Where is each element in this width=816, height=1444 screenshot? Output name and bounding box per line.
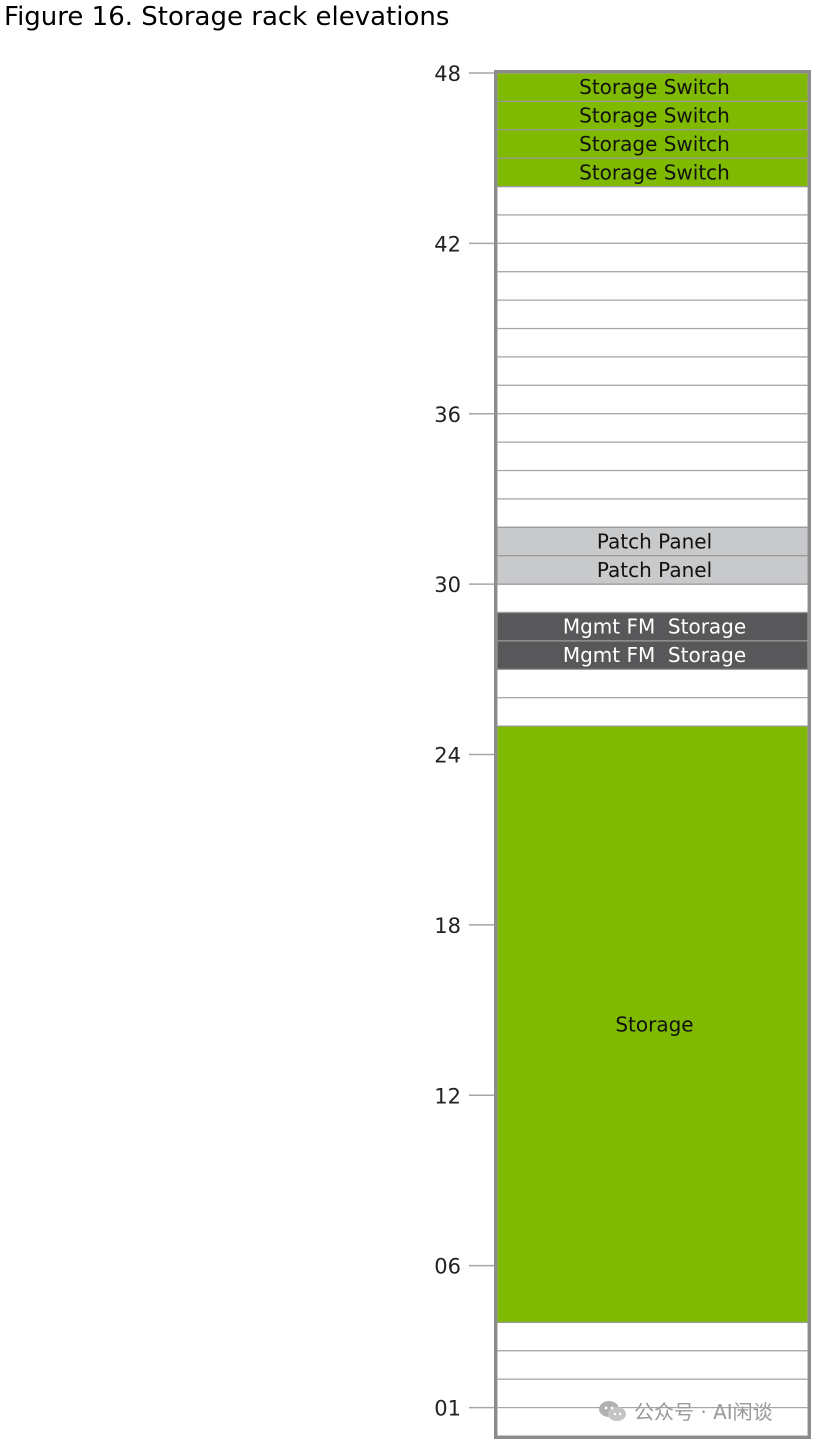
rack-device: Mgmt FM Storage xyxy=(496,640,809,670)
rack-device: Patch Panel xyxy=(496,555,809,585)
rack-device-block xyxy=(496,640,809,670)
rack-device-block xyxy=(496,129,809,159)
rack-devices: Storage Switch Storage Switch Storage Swit… xyxy=(496,72,809,1324)
rack-device-label: Storage Switch xyxy=(579,75,730,99)
rack-device-block xyxy=(496,725,809,1324)
rack-unit-slot xyxy=(496,583,809,614)
rack-unit-slot xyxy=(496,498,809,528)
rack-unit-slot xyxy=(496,1350,809,1380)
rack-device-label: Storage Switch xyxy=(579,160,730,184)
rack-device-label: Storage Switch xyxy=(579,104,730,128)
rack-unit-slot xyxy=(496,384,809,415)
rack-unit-slot xyxy=(496,441,809,472)
rack-unit-slot xyxy=(496,185,809,216)
rack-device-label: Storage xyxy=(615,1012,693,1036)
rack-unit-slot xyxy=(496,469,809,500)
rack-unit-slot xyxy=(496,1407,809,1437)
unit-axis: 48 42 36 30 24 18 12 06 01 xyxy=(434,62,497,1421)
unit-tick-label: 12 xyxy=(434,1084,461,1108)
rack-unit-slot xyxy=(496,214,809,244)
rack-device-label: Patch Panel xyxy=(597,558,712,582)
rack-device: Storage Switch xyxy=(496,72,809,102)
rack-device: Storage Switch xyxy=(496,100,809,131)
rack-unit-slot xyxy=(496,697,809,727)
rack-unit-slot xyxy=(496,299,809,330)
rack-frame xyxy=(494,70,811,1439)
rack-unit-slot xyxy=(496,271,809,301)
rack-device-block xyxy=(496,526,809,557)
rack-unit-slot xyxy=(496,413,809,443)
rack-device: Storage xyxy=(496,725,809,1324)
rack-unit-slot xyxy=(496,1321,809,1352)
figure-caption: Figure 16. Storage rack elevations xyxy=(4,2,450,32)
rack-unit-slot xyxy=(496,242,809,273)
unit-tick-label: 36 xyxy=(434,403,461,427)
watermark-text: 公众号 · AI闲谈 xyxy=(634,1400,773,1424)
unit-tick-label: 01 xyxy=(434,1397,461,1421)
rack-device: Storage Switch xyxy=(496,129,809,159)
unit-tick-label: 18 xyxy=(434,914,461,938)
rack-device-label: Mgmt FM Storage xyxy=(563,643,746,667)
rack-device-label: Patch Panel xyxy=(597,530,712,554)
rack-unit-slot xyxy=(496,327,809,358)
rack-device-label: Mgmt FM Storage xyxy=(563,615,746,639)
rack-device-label: Storage Switch xyxy=(579,132,730,156)
rack-device-block xyxy=(496,157,809,188)
watermark: 公众号 · AI闲谈 xyxy=(598,1396,773,1425)
rack-device: Patch Panel xyxy=(496,526,809,557)
unit-tick-label: 48 xyxy=(434,62,461,86)
rack-device-block xyxy=(496,100,809,131)
rack-unit-slot xyxy=(496,668,809,699)
unit-tick-label: 06 xyxy=(434,1255,461,1279)
unit-tick-label: 30 xyxy=(434,573,461,597)
rack-device: Storage Switch xyxy=(496,157,809,188)
rack-device: Mgmt FM Storage xyxy=(496,611,809,642)
wechat-icon xyxy=(599,1400,626,1421)
unit-tick-label: 24 xyxy=(434,744,461,768)
rack-unit-slot xyxy=(496,356,809,386)
unit-tick-label: 42 xyxy=(434,232,461,256)
